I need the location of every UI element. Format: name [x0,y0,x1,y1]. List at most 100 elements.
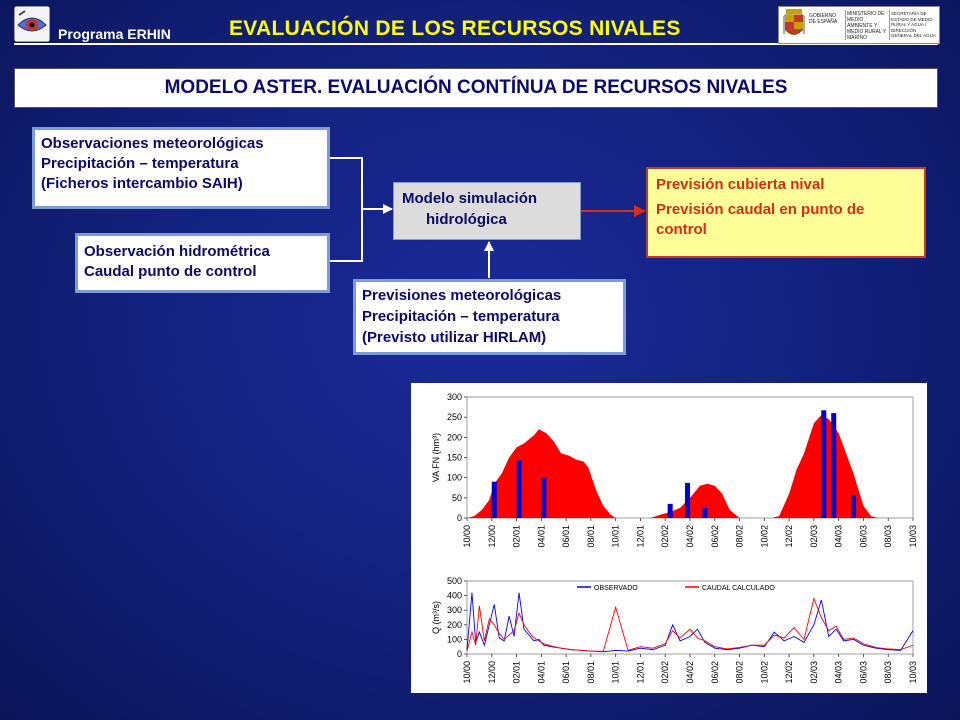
box-line: Modelo simulación [402,190,538,207]
line-series [466,597,914,652]
x-tick-label: 06/02 [710,525,720,548]
x-tick-label: 10/02 [759,661,769,684]
x-tick-label: 02/03 [809,525,819,548]
box-hydrological-model: Modelo simulación hidrológica [393,182,581,240]
box-line: Caudal punto de control [84,263,257,280]
box-meteorological-forecasts: Previsiones meteorológicas Precipitación… [353,279,626,355]
coat-of-arms-icon [783,9,805,35]
x-tick-label: 06/01 [561,525,571,548]
legend-label: CAUDAL CALCULADO [702,585,775,592]
bar [831,413,837,518]
box-line: Previsiones meteorológicas [362,287,562,304]
box-line: (Ficheros intercambio SAIH) [41,175,243,192]
box-meteorological-observations: Observaciones meteorológicas Precipitaci… [32,127,330,209]
x-tick-label: 06/01 [561,661,571,684]
x-tick-label: 12/01 [635,525,645,548]
x-tick-label: 10/01 [611,661,621,684]
area-series [467,415,913,518]
x-tick-label: 08/03 [883,525,893,548]
bar [491,481,497,518]
bar [702,507,708,518]
bar [821,410,827,518]
erhin-logo [14,6,50,42]
x-tick-label: 06/03 [858,661,868,684]
y-axis-label: Q (m³/s) [431,601,441,634]
box-forecast-results: Previsión cubierta nival Previsión cauda… [646,167,926,258]
y-tick-label: 300 [447,605,462,615]
y-tick-label: 100 [447,473,462,483]
x-tick-label: 04/01 [536,661,546,684]
x-tick-label: 02/02 [660,525,670,548]
y-tick-label: 500 [447,576,462,586]
x-tick-label: 04/03 [834,661,844,684]
y-tick-label: 200 [447,432,462,442]
x-tick-label: 12/00 [487,525,497,548]
y-tick-label: 0 [457,513,462,523]
y-tick-label: 250 [447,412,462,422]
x-tick-label: 02/02 [660,661,670,684]
bar [685,482,691,518]
bar [851,495,857,518]
x-tick-label: 10/01 [611,525,621,548]
x-tick-label: 04/03 [834,525,844,548]
gov-logo-text-1: GOBIERNO DE ESPAÑA [809,13,838,25]
x-tick-label: 06/02 [710,661,720,684]
eye-logo-icon [15,7,49,41]
y-tick-label: 400 [447,591,462,601]
x-tick-label: 08/02 [735,661,745,684]
y-tick-label: 300 [447,392,462,402]
y-axis-label: VA FN (hm³) [431,433,441,482]
x-tick-label: 12/02 [784,661,794,684]
x-tick-label: 02/03 [809,661,819,684]
gov-logo-text-2: MINISTERIO DE MEDIO AMBIENTE Y MEDIO RUR… [847,11,887,41]
y-tick-label: 150 [447,453,462,463]
header-divider [14,43,938,45]
legend-label: OBSERVADO [594,585,638,592]
box-line: Observaciones meteorológicas [41,135,264,152]
page-title: EVALUACIÓN DE LOS RECURSOS NIVALES [229,17,681,40]
connector-obs-hid [330,209,363,262]
x-tick-label: 04/01 [536,525,546,548]
x-tick-label: 04/02 [685,661,695,684]
x-tick-label: 08/02 [735,525,745,548]
x-tick-label: 10/03 [908,525,918,548]
x-tick-label: 10/00 [462,661,472,684]
bar [667,503,673,518]
x-tick-label: 12/00 [487,661,497,684]
government-logo: GOBIERNO DE ESPAÑA MINISTERIO DE MEDIO A… [778,6,940,44]
y-tick-label: 0 [457,649,462,659]
box-line: Precipitación – temperatura [362,308,560,325]
box-line: Precipitación – temperatura [41,155,239,172]
y-tick-label: 50 [452,493,462,503]
y-tick-label: 200 [447,620,462,630]
x-tick-label: 12/02 [784,525,794,548]
x-tick-label: 02/01 [512,525,522,548]
x-tick-label: 10/02 [759,525,769,548]
y-tick-label: 100 [447,634,462,644]
x-tick-label: 08/01 [586,661,596,684]
connector-obs-met [330,157,363,209]
slide-subtitle: MODELO ASTER. EVALUACIÓN CONTÍNUA DE REC… [14,68,938,108]
box-line: hidrológica [426,211,507,228]
box-line: Observación hidrométrica [84,243,270,260]
plot-area [466,580,914,655]
x-tick-label: 08/03 [883,661,893,684]
box-hydrometric-observation: Observación hidrométrica Caudal punto de… [75,233,330,293]
x-tick-label: 10/03 [908,661,918,684]
box-line: (Previsto utilizar HIRLAM) [362,329,547,346]
charts-svg: 0 50 100 150 200 250 300 10/00 12/00 02/01 04/01 06… [431,392,918,684]
x-tick-label: 08/01 [586,525,596,548]
result-flow-forecast: Previsión caudal en punto de control [656,201,865,238]
bar [541,477,547,518]
x-tick-label: 10/00 [462,525,472,548]
x-tick-label: 06/03 [858,525,868,548]
x-tick-label: 02/01 [512,661,522,684]
x-tick-label: 04/02 [685,525,695,548]
chart-panel: 0 50 100 150 200 250 300 10/00 12/00 02/01 04/01 06… [411,383,927,693]
gov-logo-text-3: SECRETARÍA DE ESTADO DE MEDIO RURAL Y AG… [891,11,936,38]
x-tick-label: 12/01 [635,661,645,684]
program-label: Programa ERHIN [58,26,171,42]
result-snow-cover: Previsión cubierta nival [656,176,825,193]
line-series [466,592,914,653]
bar [516,460,522,518]
